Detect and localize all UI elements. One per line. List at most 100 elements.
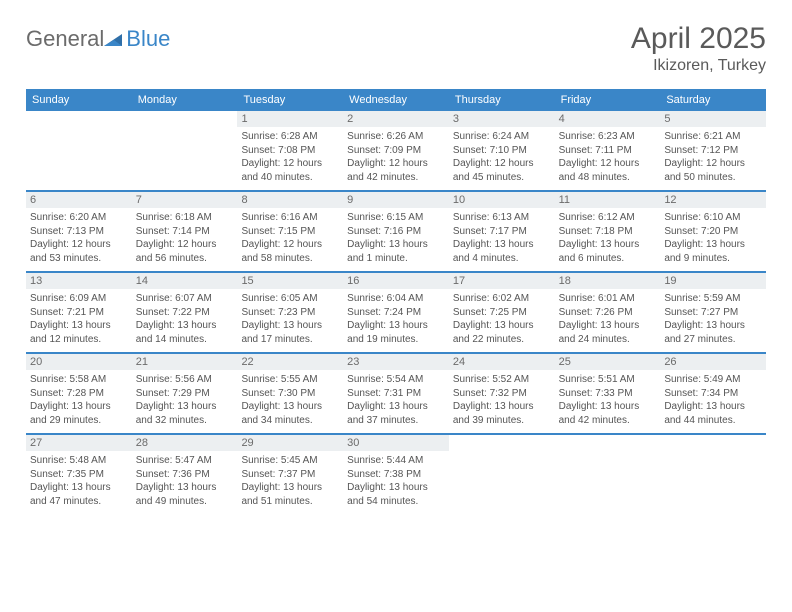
day-data: Sunrise: 5:54 AMSunset: 7:31 PMDaylight:… — [347, 373, 445, 427]
daylight-1: Daylight: 13 hours — [136, 481, 234, 495]
sunrise: Sunrise: 6:12 AM — [559, 211, 657, 225]
daylight-2: and 27 minutes. — [664, 333, 762, 347]
daylight-1: Daylight: 13 hours — [664, 319, 762, 333]
day-data: Sunrise: 5:58 AMSunset: 7:28 PMDaylight:… — [30, 373, 128, 427]
day-data: Sunrise: 6:15 AMSunset: 7:16 PMDaylight:… — [347, 211, 445, 265]
sunset: Sunset: 7:18 PM — [559, 225, 657, 239]
sunset: Sunset: 7:11 PM — [559, 144, 657, 158]
week-row: 13Sunrise: 6:09 AMSunset: 7:21 PMDayligh… — [26, 273, 766, 354]
sunrise: Sunrise: 6:13 AM — [453, 211, 551, 225]
day-cell: 7Sunrise: 6:18 AMSunset: 7:14 PMDaylight… — [132, 192, 238, 271]
daylight-1: Daylight: 12 hours — [559, 157, 657, 171]
dow-thursday: Thursday — [449, 89, 555, 111]
day-number: 5 — [660, 111, 766, 127]
day-cell: 14Sunrise: 6:07 AMSunset: 7:22 PMDayligh… — [132, 273, 238, 352]
daylight-1: Daylight: 13 hours — [453, 319, 551, 333]
sunset: Sunset: 7:33 PM — [559, 387, 657, 401]
day-data: Sunrise: 5:55 AMSunset: 7:30 PMDaylight:… — [241, 373, 339, 427]
daylight-1: Daylight: 13 hours — [559, 400, 657, 414]
daylight-1: Daylight: 13 hours — [241, 481, 339, 495]
day-number: 12 — [660, 192, 766, 208]
daylight-1: Daylight: 13 hours — [241, 319, 339, 333]
daylight-1: Daylight: 12 hours — [241, 157, 339, 171]
daylight-2: and 58 minutes. — [241, 252, 339, 266]
day-number — [555, 435, 661, 439]
sunset: Sunset: 7:38 PM — [347, 468, 445, 482]
day-data: Sunrise: 6:26 AMSunset: 7:09 PMDaylight:… — [347, 130, 445, 184]
day-data: Sunrise: 5:45 AMSunset: 7:37 PMDaylight:… — [241, 454, 339, 508]
day-data: Sunrise: 5:59 AMSunset: 7:27 PMDaylight:… — [664, 292, 762, 346]
sunset: Sunset: 7:25 PM — [453, 306, 551, 320]
day-data: Sunrise: 5:48 AMSunset: 7:35 PMDaylight:… — [30, 454, 128, 508]
day-data: Sunrise: 6:28 AMSunset: 7:08 PMDaylight:… — [241, 130, 339, 184]
daylight-1: Daylight: 13 hours — [30, 481, 128, 495]
dow-wednesday: Wednesday — [343, 89, 449, 111]
daylight-1: Daylight: 13 hours — [347, 481, 445, 495]
sunrise: Sunrise: 5:54 AM — [347, 373, 445, 387]
day-cell: 5 Sunrise: 6:21 AMSunset: 7:12 PMDaylight… — [660, 111, 766, 190]
daylight-1: Daylight: 13 hours — [559, 319, 657, 333]
day-data: Sunrise: 5:56 AMSunset: 7:29 PMDaylight:… — [136, 373, 234, 427]
sunrise: Sunrise: 5:49 AM — [664, 373, 762, 387]
sunrise: Sunrise: 5:56 AM — [136, 373, 234, 387]
day-cell: 26Sunrise: 5:49 AMSunset: 7:34 PMDayligh… — [660, 354, 766, 433]
day-cell — [449, 435, 555, 514]
sunset: Sunset: 7:20 PM — [664, 225, 762, 239]
daylight-2: and 12 minutes. — [30, 333, 128, 347]
day-number — [26, 111, 132, 115]
day-number: 9 — [343, 192, 449, 208]
day-cell: 1 Sunrise: 6:28 AMSunset: 7:08 PMDaylight… — [237, 111, 343, 190]
sunrise: Sunrise: 6:02 AM — [453, 292, 551, 306]
month-title: April 2025 — [631, 22, 766, 55]
day-cell — [132, 111, 238, 190]
daylight-2: and 1 minute. — [347, 252, 445, 266]
sunset: Sunset: 7:31 PM — [347, 387, 445, 401]
week-row: 20Sunrise: 5:58 AMSunset: 7:28 PMDayligh… — [26, 354, 766, 435]
day-data: Sunrise: 5:44 AMSunset: 7:38 PMDaylight:… — [347, 454, 445, 508]
daylight-1: Daylight: 13 hours — [664, 400, 762, 414]
sunrise: Sunrise: 6:23 AM — [559, 130, 657, 144]
day-cell: 17Sunrise: 6:02 AMSunset: 7:25 PMDayligh… — [449, 273, 555, 352]
day-data: Sunrise: 6:20 AMSunset: 7:13 PMDaylight:… — [30, 211, 128, 265]
daylight-2: and 40 minutes. — [241, 171, 339, 185]
day-number: 22 — [237, 354, 343, 370]
day-number: 16 — [343, 273, 449, 289]
dow-sunday: Sunday — [26, 89, 132, 111]
day-data: Sunrise: 6:24 AMSunset: 7:10 PMDaylight:… — [453, 130, 551, 184]
sunset: Sunset: 7:37 PM — [241, 468, 339, 482]
dow-tuesday: Tuesday — [237, 89, 343, 111]
day-number: 30 — [343, 435, 449, 451]
sunset: Sunset: 7:22 PM — [136, 306, 234, 320]
daylight-2: and 9 minutes. — [664, 252, 762, 266]
day-cell: 23Sunrise: 5:54 AMSunset: 7:31 PMDayligh… — [343, 354, 449, 433]
day-data: Sunrise: 6:21 AMSunset: 7:12 PMDaylight:… — [664, 130, 762, 184]
daylight-2: and 48 minutes. — [559, 171, 657, 185]
daylight-1: Daylight: 13 hours — [559, 238, 657, 252]
sunrise: Sunrise: 6:09 AM — [30, 292, 128, 306]
daylight-2: and 50 minutes. — [664, 171, 762, 185]
daylight-1: Daylight: 12 hours — [30, 238, 128, 252]
sunset: Sunset: 7:16 PM — [347, 225, 445, 239]
sunrise: Sunrise: 5:45 AM — [241, 454, 339, 468]
day-number: 1 — [237, 111, 343, 127]
sunrise: Sunrise: 5:58 AM — [30, 373, 128, 387]
daylight-2: and 53 minutes. — [30, 252, 128, 266]
day-cell — [660, 435, 766, 514]
day-cell: 4Sunrise: 6:23 AMSunset: 7:11 PMDaylight… — [555, 111, 661, 190]
day-number: 19 — [660, 273, 766, 289]
daylight-1: Daylight: 12 hours — [453, 157, 551, 171]
sunset: Sunset: 7:30 PM — [241, 387, 339, 401]
sunset: Sunset: 7:15 PM — [241, 225, 339, 239]
day-cell: 9 Sunrise: 6:15 AMSunset: 7:16 PMDaylight… — [343, 192, 449, 271]
daylight-2: and 54 minutes. — [347, 495, 445, 509]
day-cell: 21 Sunrise: 5:56 AMSunset: 7:29 PMDayligh… — [132, 354, 238, 433]
sunset: Sunset: 7:34 PM — [664, 387, 762, 401]
week-row: 1 Sunrise: 6:28 AMSunset: 7:08 PMDaylight… — [26, 111, 766, 192]
sunrise: Sunrise: 6:07 AM — [136, 292, 234, 306]
sunrise: Sunrise: 6:15 AM — [347, 211, 445, 225]
sunrise: Sunrise: 6:04 AM — [347, 292, 445, 306]
day-cell: 15Sunrise: 6:05 AMSunset: 7:23 PMDayligh… — [237, 273, 343, 352]
day-number: 21 — [132, 354, 238, 370]
sunset: Sunset: 7:23 PM — [241, 306, 339, 320]
day-data: Sunrise: 5:52 AMSunset: 7:32 PMDaylight:… — [453, 373, 551, 427]
